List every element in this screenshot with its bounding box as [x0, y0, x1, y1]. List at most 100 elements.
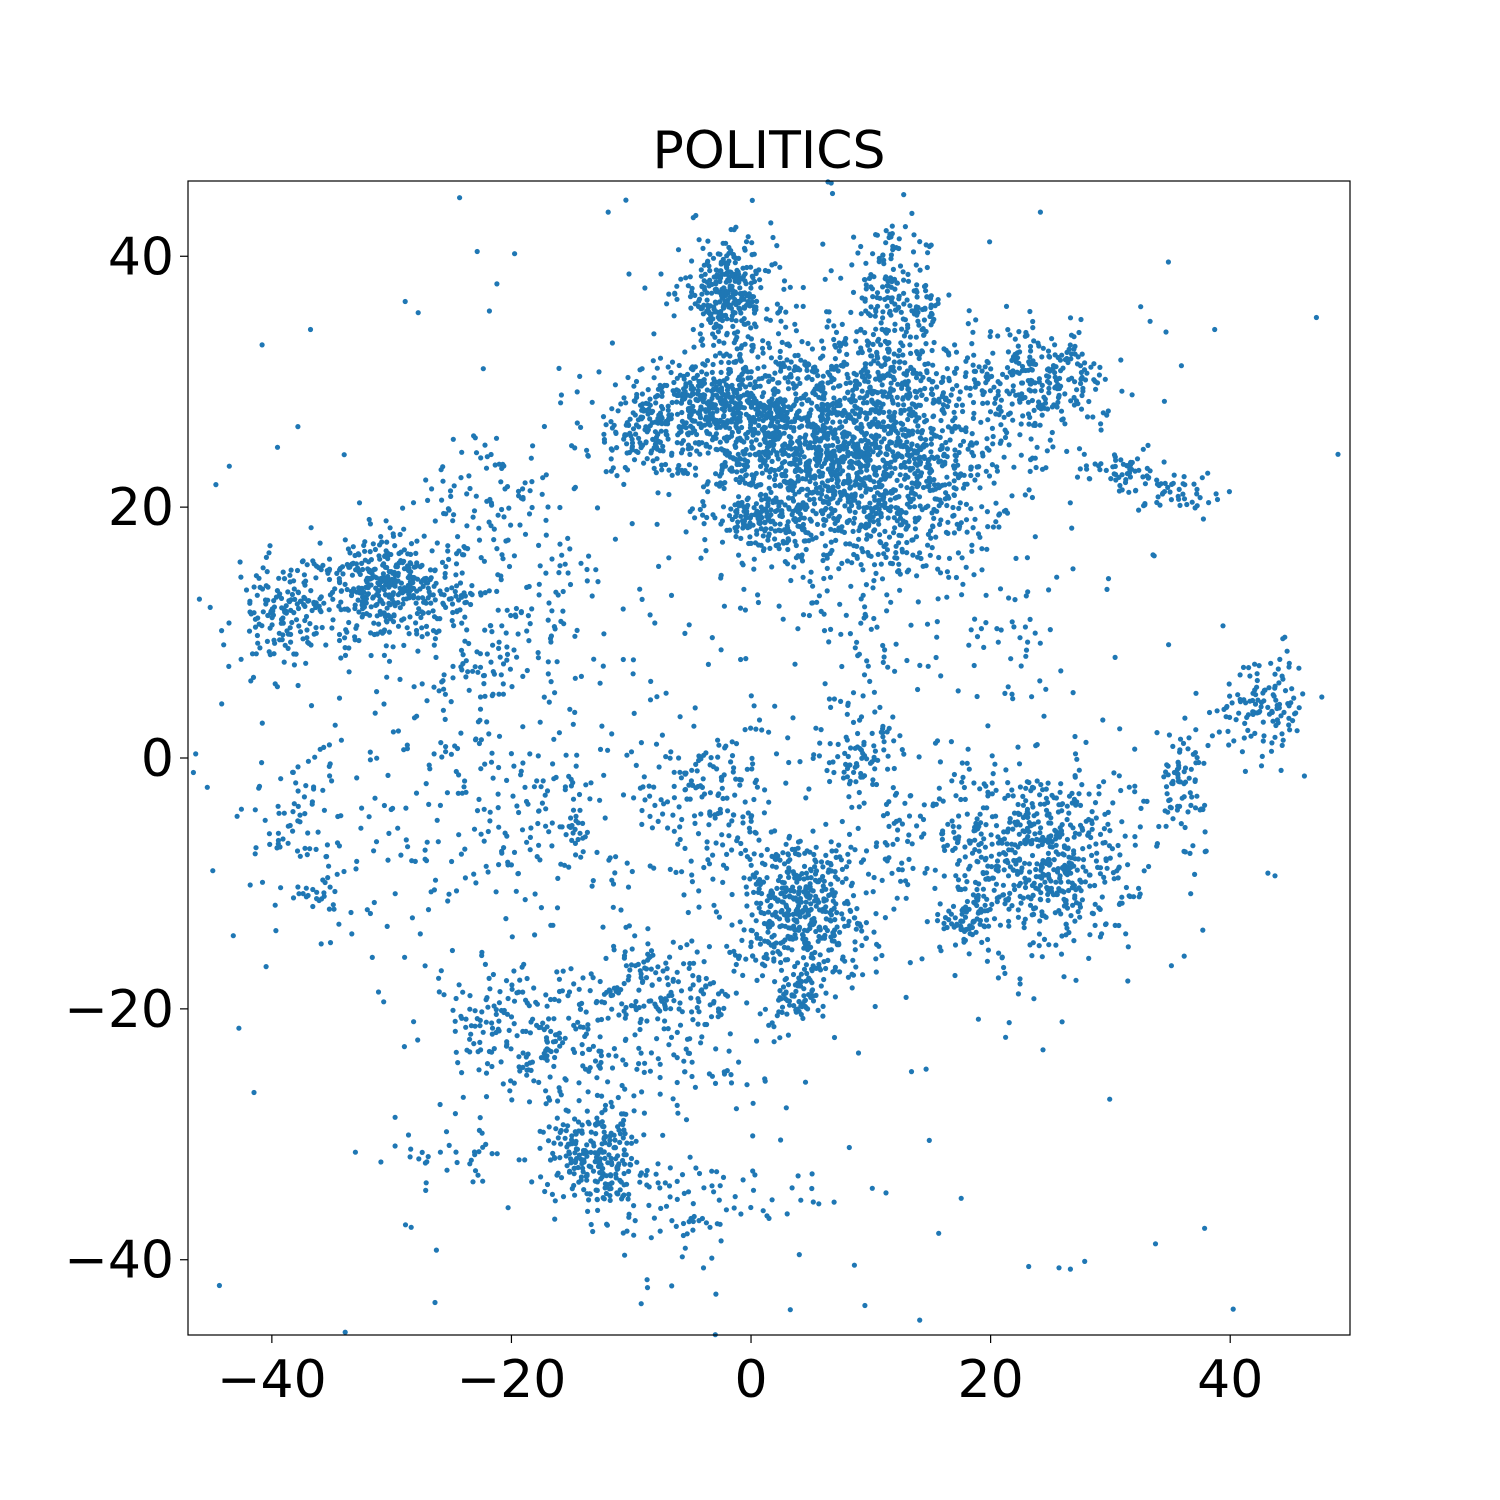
data-point [697, 451, 703, 457]
data-point [1028, 436, 1034, 442]
data-point [1227, 693, 1233, 699]
data-point [453, 572, 459, 578]
data-point [799, 339, 805, 345]
data-point [949, 818, 955, 824]
data-point [747, 382, 753, 388]
data-point [700, 484, 707, 490]
data-point [1097, 364, 1103, 370]
data-point [1005, 349, 1012, 355]
data-point [966, 642, 972, 648]
data-point [775, 388, 781, 395]
data-point [945, 519, 951, 525]
data-point [921, 441, 927, 448]
data-point [1034, 811, 1040, 817]
data-point [762, 267, 769, 274]
data-point [632, 412, 638, 418]
data-point [728, 468, 735, 474]
data-point [789, 511, 795, 518]
data-point [840, 412, 846, 418]
data-point [753, 437, 759, 443]
data-point [344, 606, 350, 612]
data-point [655, 490, 661, 496]
data-point [930, 362, 936, 368]
data-point [974, 816, 980, 822]
data-point [851, 495, 857, 502]
data-point [664, 382, 670, 389]
data-point [1102, 376, 1108, 382]
data-point [827, 455, 833, 461]
data-point [489, 502, 495, 508]
data-point [226, 620, 232, 626]
data-point [1094, 850, 1100, 856]
data-point [1126, 893, 1132, 899]
data-point [703, 548, 709, 554]
data-point [935, 300, 941, 307]
data-point [458, 664, 464, 670]
data-point [969, 542, 975, 548]
data-point [913, 334, 919, 340]
data-point [991, 887, 997, 893]
data-point [880, 393, 886, 399]
data-point [818, 436, 824, 442]
data-point [959, 779, 965, 785]
data-point [1261, 733, 1267, 739]
data-point [1043, 795, 1049, 801]
data-point [952, 471, 958, 477]
data-point [674, 296, 680, 302]
data-point [858, 243, 864, 250]
data-point [726, 450, 733, 456]
data-point [721, 378, 727, 384]
data-point [687, 274, 693, 280]
data-point [858, 562, 864, 568]
data-point [858, 421, 864, 427]
data-point [751, 398, 758, 404]
data-point [766, 345, 773, 351]
data-point [764, 444, 771, 450]
data-point [1094, 380, 1101, 386]
data-point [903, 526, 909, 532]
data-point [777, 348, 783, 354]
data-point [919, 392, 925, 398]
data-point [820, 241, 826, 247]
data-point [748, 325, 754, 331]
data-point [804, 398, 811, 404]
data-point [953, 458, 959, 464]
data-point [326, 556, 333, 562]
data-point [1182, 482, 1188, 488]
data-point [896, 236, 902, 242]
data-point [876, 410, 882, 416]
data-point [675, 432, 681, 438]
data-point [736, 271, 742, 277]
data-point [703, 408, 709, 414]
data-point [697, 392, 703, 398]
data-point [1101, 826, 1107, 832]
data-point [867, 384, 873, 390]
data-point [1170, 816, 1176, 822]
data-point [873, 232, 879, 238]
data-point [825, 484, 831, 490]
data-point [543, 570, 549, 576]
data-point [1103, 467, 1109, 473]
data-point [1038, 825, 1044, 831]
data-point [481, 681, 487, 687]
data-point [768, 507, 774, 513]
data-point [1027, 902, 1034, 908]
data-point [963, 501, 970, 507]
data-point [1117, 482, 1123, 489]
data-point [283, 603, 289, 609]
data-point [1045, 886, 1051, 893]
data-point [482, 442, 488, 448]
data-point [1074, 756, 1080, 762]
data-point [1037, 882, 1043, 888]
data-point [520, 673, 526, 680]
data-point [737, 414, 743, 420]
data-point [408, 587, 414, 593]
data-point [1209, 733, 1215, 739]
data-point [452, 589, 458, 595]
data-point [413, 564, 419, 570]
data-point [909, 401, 915, 407]
data-point [937, 570, 944, 576]
data-point [916, 322, 922, 328]
data-point [848, 309, 854, 315]
data-point [712, 334, 718, 340]
